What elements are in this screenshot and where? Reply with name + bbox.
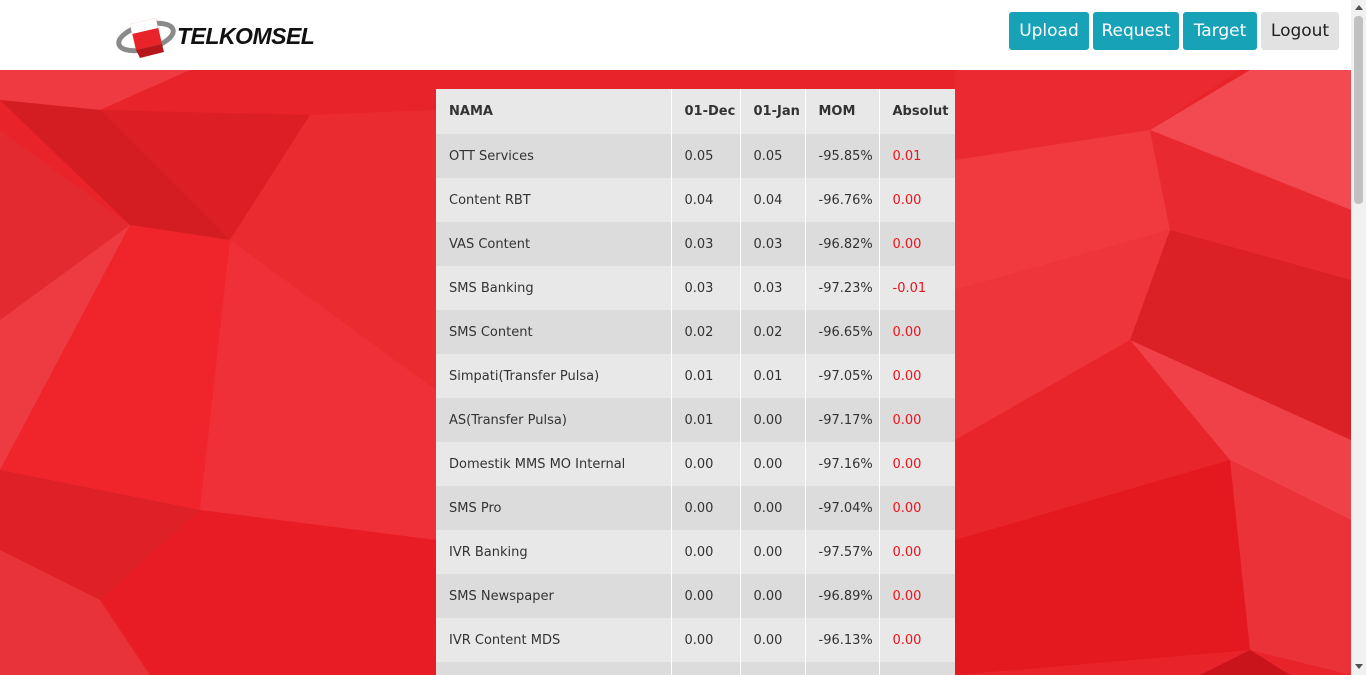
table-row: Content RBT 0.04 0.04 -96.76% 0.00 [436, 178, 955, 222]
column-header-01-dec[interactable]: 01-Dec [671, 89, 741, 134]
cell-nama: IVR Content MDS [436, 618, 672, 662]
cell-01-dec: 0.05 [671, 134, 741, 178]
cell-absolut: 0.00 [879, 354, 955, 398]
cell-01-dec: 0.03 [671, 222, 741, 266]
cell-01-dec: 0.00 [671, 442, 741, 486]
table-row: VAS Content 0.03 0.03 -96.82% 0.00 [436, 222, 955, 266]
cell-nama: SMS Newspaper [436, 574, 672, 618]
cell-01-dec: 0.00 [671, 486, 741, 530]
cell-absolut: 0.00 [879, 530, 955, 574]
cell-mom [805, 662, 880, 675]
cell-mom: -96.76% [805, 178, 880, 222]
cell-nama: OTT Services [436, 134, 672, 178]
cell-01-jan: 0.00 [740, 618, 806, 662]
cell-01-jan: 0.04 [740, 178, 806, 222]
column-header-01-jan[interactable]: 01-Jan [740, 89, 806, 134]
cell-absolut: -0.01 [879, 266, 955, 310]
cell-01-dec: 0.02 [671, 310, 741, 354]
cell-nama: Content RBT [436, 178, 672, 222]
table-row: SMS Pro 0.00 0.00 -97.04% 0.00 [436, 486, 955, 530]
cell-01-dec [671, 662, 741, 675]
cell-01-jan: 0.02 [740, 310, 806, 354]
table-row: SMS Banking 0.03 0.03 -97.23% -0.01 [436, 266, 955, 310]
cell-01-jan: 0.00 [740, 574, 806, 618]
cell-01-jan: 0.05 [740, 134, 806, 178]
cell-nama: VAS Content [436, 222, 672, 266]
column-header-mom[interactable]: MOM [805, 89, 880, 134]
cell-01-dec: 0.00 [671, 574, 741, 618]
cell-01-jan [740, 662, 806, 675]
cell-nama: SMS Banking [436, 266, 672, 310]
cell-01-dec: 0.01 [671, 354, 741, 398]
data-table: NAMA 01-Dec 01-Jan MOM Absolut OTT Servi… [436, 89, 955, 675]
table-row: IVR Banking 0.00 0.00 -97.57% 0.00 [436, 530, 955, 574]
cell-01-jan: 0.03 [740, 222, 806, 266]
cell-absolut: 0.00 [879, 618, 955, 662]
cell-nama: IVR Banking [436, 530, 672, 574]
top-header: TELKOMSEL Upload Request Target Logout [0, 0, 1351, 70]
table-row: SMS Newspaper 0.00 0.00 -96.89% 0.00 [436, 574, 955, 618]
cell-nama: SMS Pro [436, 486, 672, 530]
cell-01-jan: 0.00 [740, 486, 806, 530]
cell-absolut: 0.00 [879, 398, 955, 442]
table-row: OTT Services 0.05 0.05 -95.85% 0.01 [436, 134, 955, 178]
cell-01-dec: 0.04 [671, 178, 741, 222]
cell-01-jan: 0.00 [740, 442, 806, 486]
cell-absolut: 0.00 [879, 442, 955, 486]
column-header-absolut[interactable]: Absolut [879, 89, 955, 134]
cell-absolut: 0.00 [879, 486, 955, 530]
cell-absolut: 0.00 [879, 222, 955, 266]
cell-01-dec: 0.01 [671, 398, 741, 442]
cell-nama: Domestik MMS MO Internal [436, 442, 672, 486]
cell-mom: -96.13% [805, 618, 880, 662]
scrollbar-thumb[interactable] [1354, 16, 1363, 204]
telkomsel-logo-icon [116, 18, 176, 58]
brand-name: TELKOMSEL [177, 23, 315, 49]
cell-01-jan: 0.03 [740, 266, 806, 310]
cell-01-dec: 0.03 [671, 266, 741, 310]
cell-mom: -97.16% [805, 442, 880, 486]
logout-button[interactable]: Logout [1261, 12, 1339, 50]
table-row: IVR Content MDS 0.00 0.00 -96.13% 0.00 [436, 618, 955, 662]
cell-absolut [879, 662, 955, 675]
telkomsel-logo[interactable]: TELKOMSEL [116, 10, 315, 64]
cell-mom: -96.89% [805, 574, 880, 618]
request-button[interactable]: Request [1093, 12, 1179, 50]
cell-absolut: 0.00 [879, 178, 955, 222]
cell-absolut: 0.00 [879, 310, 955, 354]
cell-mom: -96.82% [805, 222, 880, 266]
cell-mom: -97.23% [805, 266, 880, 310]
table-row: Simpati(Transfer Pulsa) 0.01 0.01 -97.05… [436, 354, 955, 398]
table-row [436, 662, 955, 675]
scroll-up-arrow-icon[interactable] [1355, 5, 1363, 10]
table-row: AS(Transfer Pulsa) 0.01 0.00 -97.17% 0.0… [436, 398, 955, 442]
cell-absolut: 0.00 [879, 574, 955, 618]
data-table-container: NAMA 01-Dec 01-Jan MOM Absolut OTT Servi… [436, 89, 955, 675]
cell-01-dec: 0.00 [671, 618, 741, 662]
cell-01-dec: 0.00 [671, 530, 741, 574]
cell-nama [436, 662, 672, 675]
cell-mom: -96.65% [805, 310, 880, 354]
vertical-scrollbar[interactable] [1351, 0, 1366, 675]
main-content: NAMA 01-Dec 01-Jan MOM Absolut OTT Servi… [0, 70, 1351, 675]
column-header-nama[interactable]: NAMA [436, 89, 672, 134]
scroll-down-arrow-icon[interactable] [1355, 664, 1363, 669]
upload-button[interactable]: Upload [1009, 12, 1089, 50]
cell-mom: -97.04% [805, 486, 880, 530]
cell-mom: -97.05% [805, 354, 880, 398]
target-button[interactable]: Target [1183, 12, 1257, 50]
cell-mom: -95.85% [805, 134, 880, 178]
table-header-row: NAMA 01-Dec 01-Jan MOM Absolut [436, 89, 955, 134]
cell-nama: SMS Content [436, 310, 672, 354]
cell-01-jan: 0.00 [740, 398, 806, 442]
table-row: Domestik MMS MO Internal 0.00 0.00 -97.1… [436, 442, 955, 486]
cell-nama: AS(Transfer Pulsa) [436, 398, 672, 442]
cell-01-jan: 0.01 [740, 354, 806, 398]
cell-mom: -97.17% [805, 398, 880, 442]
cell-absolut: 0.01 [879, 134, 955, 178]
cell-nama: Simpati(Transfer Pulsa) [436, 354, 672, 398]
cell-01-jan: 0.00 [740, 530, 806, 574]
table-row: SMS Content 0.02 0.02 -96.65% 0.00 [436, 310, 955, 354]
cell-mom: -97.57% [805, 530, 880, 574]
